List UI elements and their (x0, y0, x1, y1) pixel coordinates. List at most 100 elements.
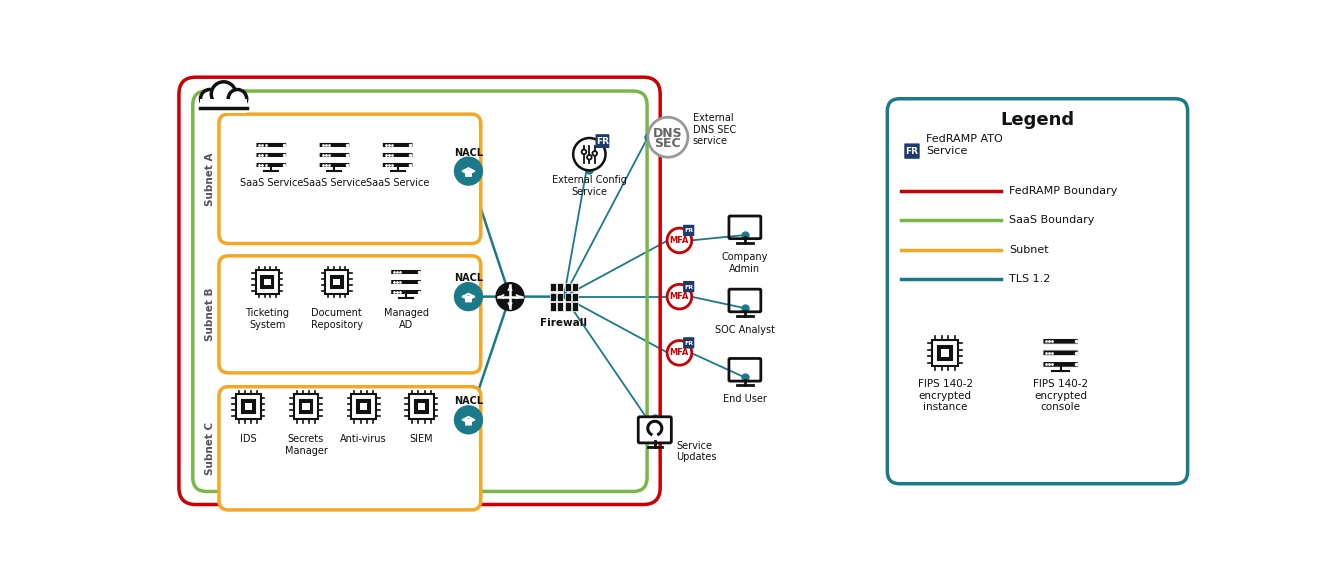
Bar (262, 276, 274, 288)
Text: FR: FR (684, 284, 693, 290)
Circle shape (496, 282, 525, 312)
Text: IDS: IDS (240, 434, 257, 445)
Bar (302, 403, 309, 411)
Text: FIPS 140-2
encrypted
console: FIPS 140-2 encrypted console (1033, 379, 1088, 412)
Text: MFA: MFA (670, 292, 689, 301)
Circle shape (454, 405, 483, 434)
FancyBboxPatch shape (219, 114, 481, 244)
Text: MFA: MFA (670, 349, 689, 357)
Text: FR: FR (596, 137, 608, 146)
Bar (549, 292, 556, 301)
Bar (330, 276, 342, 288)
Text: FedRAMP ATO
Service: FedRAMP ATO Service (925, 134, 1003, 156)
FancyBboxPatch shape (391, 269, 422, 274)
FancyBboxPatch shape (465, 420, 471, 426)
Text: SEC: SEC (654, 137, 681, 150)
Text: Firewall: Firewall (540, 318, 587, 328)
Text: Subnet B: Subnet B (204, 288, 215, 341)
Circle shape (667, 340, 692, 365)
Text: End User: End User (723, 394, 767, 404)
Bar (360, 403, 367, 411)
Bar (257, 270, 279, 294)
FancyBboxPatch shape (219, 256, 481, 373)
Bar (941, 349, 948, 357)
Text: FR: FR (684, 228, 693, 233)
Bar (333, 278, 340, 285)
Bar (294, 394, 318, 419)
Text: FR: FR (905, 147, 919, 156)
Bar (200, 99, 247, 112)
Text: MFA: MFA (670, 236, 689, 245)
Text: SOC Analyst: SOC Analyst (714, 325, 775, 335)
Text: Secrets
Manager: Secrets Manager (285, 434, 328, 456)
Bar (564, 302, 571, 310)
Bar (265, 278, 271, 285)
Bar (418, 403, 424, 411)
Text: Document
Repository: Document Repository (310, 308, 363, 330)
Bar (932, 340, 958, 366)
Bar (244, 403, 251, 411)
FancyBboxPatch shape (320, 152, 351, 157)
Circle shape (211, 82, 236, 107)
Bar (572, 302, 577, 310)
Circle shape (200, 90, 219, 108)
Text: SaaS Service: SaaS Service (302, 178, 367, 188)
Text: Legend: Legend (1001, 111, 1074, 129)
Text: Managed
AD: Managed AD (384, 308, 428, 330)
Bar (410, 394, 434, 419)
Bar (325, 270, 348, 294)
FancyBboxPatch shape (391, 290, 422, 295)
FancyBboxPatch shape (465, 171, 471, 177)
Text: NACL: NACL (454, 273, 483, 283)
FancyBboxPatch shape (320, 142, 351, 148)
Text: FedRAMP Boundary: FedRAMP Boundary (1009, 186, 1117, 196)
Circle shape (582, 149, 587, 154)
Text: NACL: NACL (454, 397, 483, 406)
Circle shape (667, 228, 692, 253)
Text: Subnet: Subnet (1009, 245, 1049, 255)
Bar (299, 400, 313, 413)
FancyBboxPatch shape (383, 152, 414, 157)
FancyBboxPatch shape (257, 162, 287, 167)
FancyBboxPatch shape (904, 144, 920, 159)
Bar (564, 283, 571, 291)
Text: External
DNS SEC
service: External DNS SEC service (693, 113, 736, 146)
Text: SaaS Boundary: SaaS Boundary (1009, 215, 1095, 225)
FancyBboxPatch shape (638, 417, 672, 443)
Text: NACL: NACL (454, 148, 483, 157)
FancyBboxPatch shape (465, 297, 471, 302)
Bar (549, 302, 556, 310)
Bar (939, 346, 952, 360)
Circle shape (647, 117, 688, 157)
Circle shape (454, 156, 483, 186)
Bar (352, 394, 376, 419)
FancyBboxPatch shape (219, 387, 481, 510)
FancyBboxPatch shape (383, 142, 414, 148)
Bar (557, 302, 563, 310)
Text: SaaS Service: SaaS Service (365, 178, 430, 188)
Ellipse shape (201, 93, 246, 107)
Bar (242, 400, 255, 413)
FancyBboxPatch shape (1044, 361, 1078, 367)
Text: SIEM: SIEM (410, 434, 434, 445)
FancyBboxPatch shape (391, 280, 422, 285)
FancyBboxPatch shape (1044, 350, 1078, 356)
Text: Company
Admin: Company Admin (721, 252, 768, 273)
Circle shape (587, 155, 592, 160)
FancyBboxPatch shape (595, 134, 610, 148)
FancyBboxPatch shape (383, 162, 414, 167)
FancyBboxPatch shape (320, 162, 351, 167)
Text: TLS 1.2: TLS 1.2 (1009, 274, 1050, 284)
Circle shape (667, 284, 692, 309)
Text: FIPS 140-2
encrypted
instance: FIPS 140-2 encrypted instance (917, 379, 972, 412)
FancyBboxPatch shape (684, 225, 694, 236)
Circle shape (228, 90, 247, 108)
Bar (557, 292, 563, 301)
FancyBboxPatch shape (1044, 338, 1078, 345)
Bar (357, 400, 371, 413)
Circle shape (573, 138, 606, 170)
Text: SaaS Service: SaaS Service (239, 178, 304, 188)
FancyBboxPatch shape (257, 152, 287, 157)
Text: Anti-virus: Anti-virus (340, 434, 387, 445)
Bar (236, 394, 261, 419)
